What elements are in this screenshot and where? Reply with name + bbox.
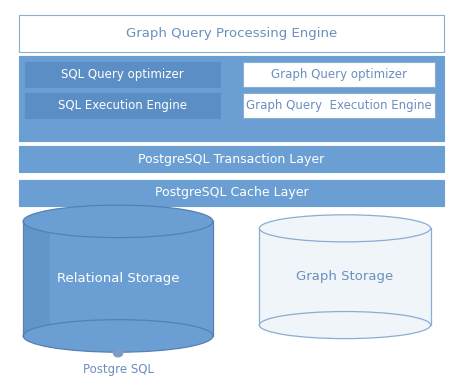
FancyBboxPatch shape xyxy=(19,180,444,206)
Text: Graph Query  Execution Engine: Graph Query Execution Engine xyxy=(246,99,432,112)
Text: Graph Query optimizer: Graph Query optimizer xyxy=(271,68,407,81)
Polygon shape xyxy=(23,221,213,336)
Ellipse shape xyxy=(23,205,213,238)
FancyBboxPatch shape xyxy=(25,93,220,118)
Polygon shape xyxy=(259,228,431,325)
Ellipse shape xyxy=(23,320,213,352)
FancyBboxPatch shape xyxy=(19,15,444,52)
Polygon shape xyxy=(23,221,50,336)
Text: Postgre SQL: Postgre SQL xyxy=(82,363,154,376)
Text: SQL Query optimizer: SQL Query optimizer xyxy=(61,68,184,81)
Circle shape xyxy=(113,349,123,357)
Ellipse shape xyxy=(259,312,431,339)
FancyBboxPatch shape xyxy=(19,146,444,172)
Text: PostgreSQL Cache Layer: PostgreSQL Cache Layer xyxy=(155,186,308,199)
Text: Relational Storage: Relational Storage xyxy=(57,272,179,285)
FancyBboxPatch shape xyxy=(243,93,435,118)
Text: Graph Query Processing Engine: Graph Query Processing Engine xyxy=(126,27,337,40)
Text: SQL Execution Engine: SQL Execution Engine xyxy=(58,99,187,112)
Ellipse shape xyxy=(259,215,431,242)
FancyBboxPatch shape xyxy=(19,56,444,141)
Text: Graph Storage: Graph Storage xyxy=(296,270,394,283)
FancyBboxPatch shape xyxy=(243,62,435,87)
FancyBboxPatch shape xyxy=(25,62,220,87)
Text: PostgreSQL Transaction Layer: PostgreSQL Transaction Layer xyxy=(138,152,325,166)
